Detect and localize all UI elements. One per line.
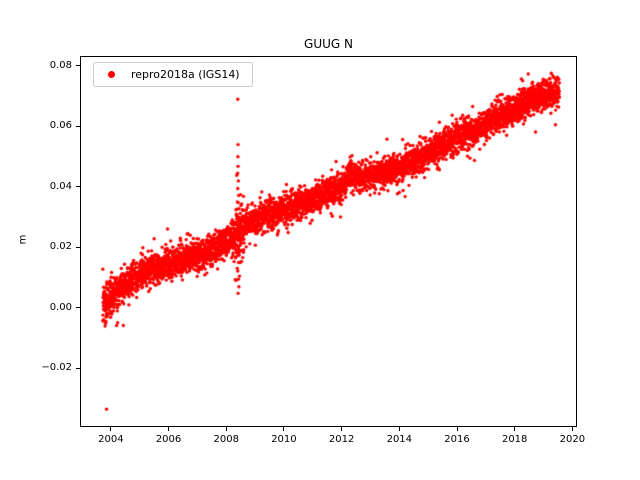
- y-tick-label: 0.00: [49, 301, 72, 313]
- chart-title: GUUG N: [304, 37, 353, 51]
- y-tick-label: 0.08: [49, 59, 72, 71]
- x-tick-mark: [398, 427, 400, 431]
- x-tick-mark: [225, 427, 227, 431]
- y-tick-mark: [76, 65, 80, 67]
- x-tick-mark: [283, 427, 285, 431]
- x-tick-mark: [110, 427, 112, 431]
- x-tick-label: 2010: [271, 434, 297, 445]
- x-tick-mark: [168, 427, 170, 431]
- y-tick-mark: [76, 125, 80, 127]
- x-tick-label: 2018: [501, 434, 528, 445]
- x-tick-label: 2016: [444, 434, 470, 445]
- x-tick-label: 2004: [98, 434, 124, 445]
- y-tick-label: −0.02: [41, 362, 72, 374]
- legend-marker-dot: [108, 71, 115, 78]
- y-tick-label: 0.02: [49, 241, 72, 253]
- plot-area: [80, 56, 577, 427]
- y-tick-mark: [76, 307, 80, 309]
- y-tick-mark: [76, 186, 80, 188]
- x-tick-label: 2008: [213, 434, 239, 445]
- x-tick-mark: [341, 427, 343, 431]
- y-tick-label: 0.06: [49, 120, 72, 132]
- x-tick-label: 2020: [559, 434, 586, 445]
- x-tick-label: 2006: [155, 434, 182, 445]
- x-tick-mark: [514, 427, 516, 431]
- legend: repro2018a (IGS14): [93, 62, 253, 87]
- axes-border: [80, 56, 577, 427]
- y-tick-mark: [76, 246, 80, 248]
- x-tick-label: 2014: [386, 434, 413, 445]
- x-tick-label: 2012: [328, 434, 355, 445]
- legend-label: repro2018a (IGS14): [131, 68, 240, 81]
- y-tick-mark: [76, 367, 80, 369]
- x-tick-mark: [456, 427, 458, 431]
- x-tick-mark: [571, 427, 573, 431]
- y-tick-label: 0.04: [49, 180, 72, 192]
